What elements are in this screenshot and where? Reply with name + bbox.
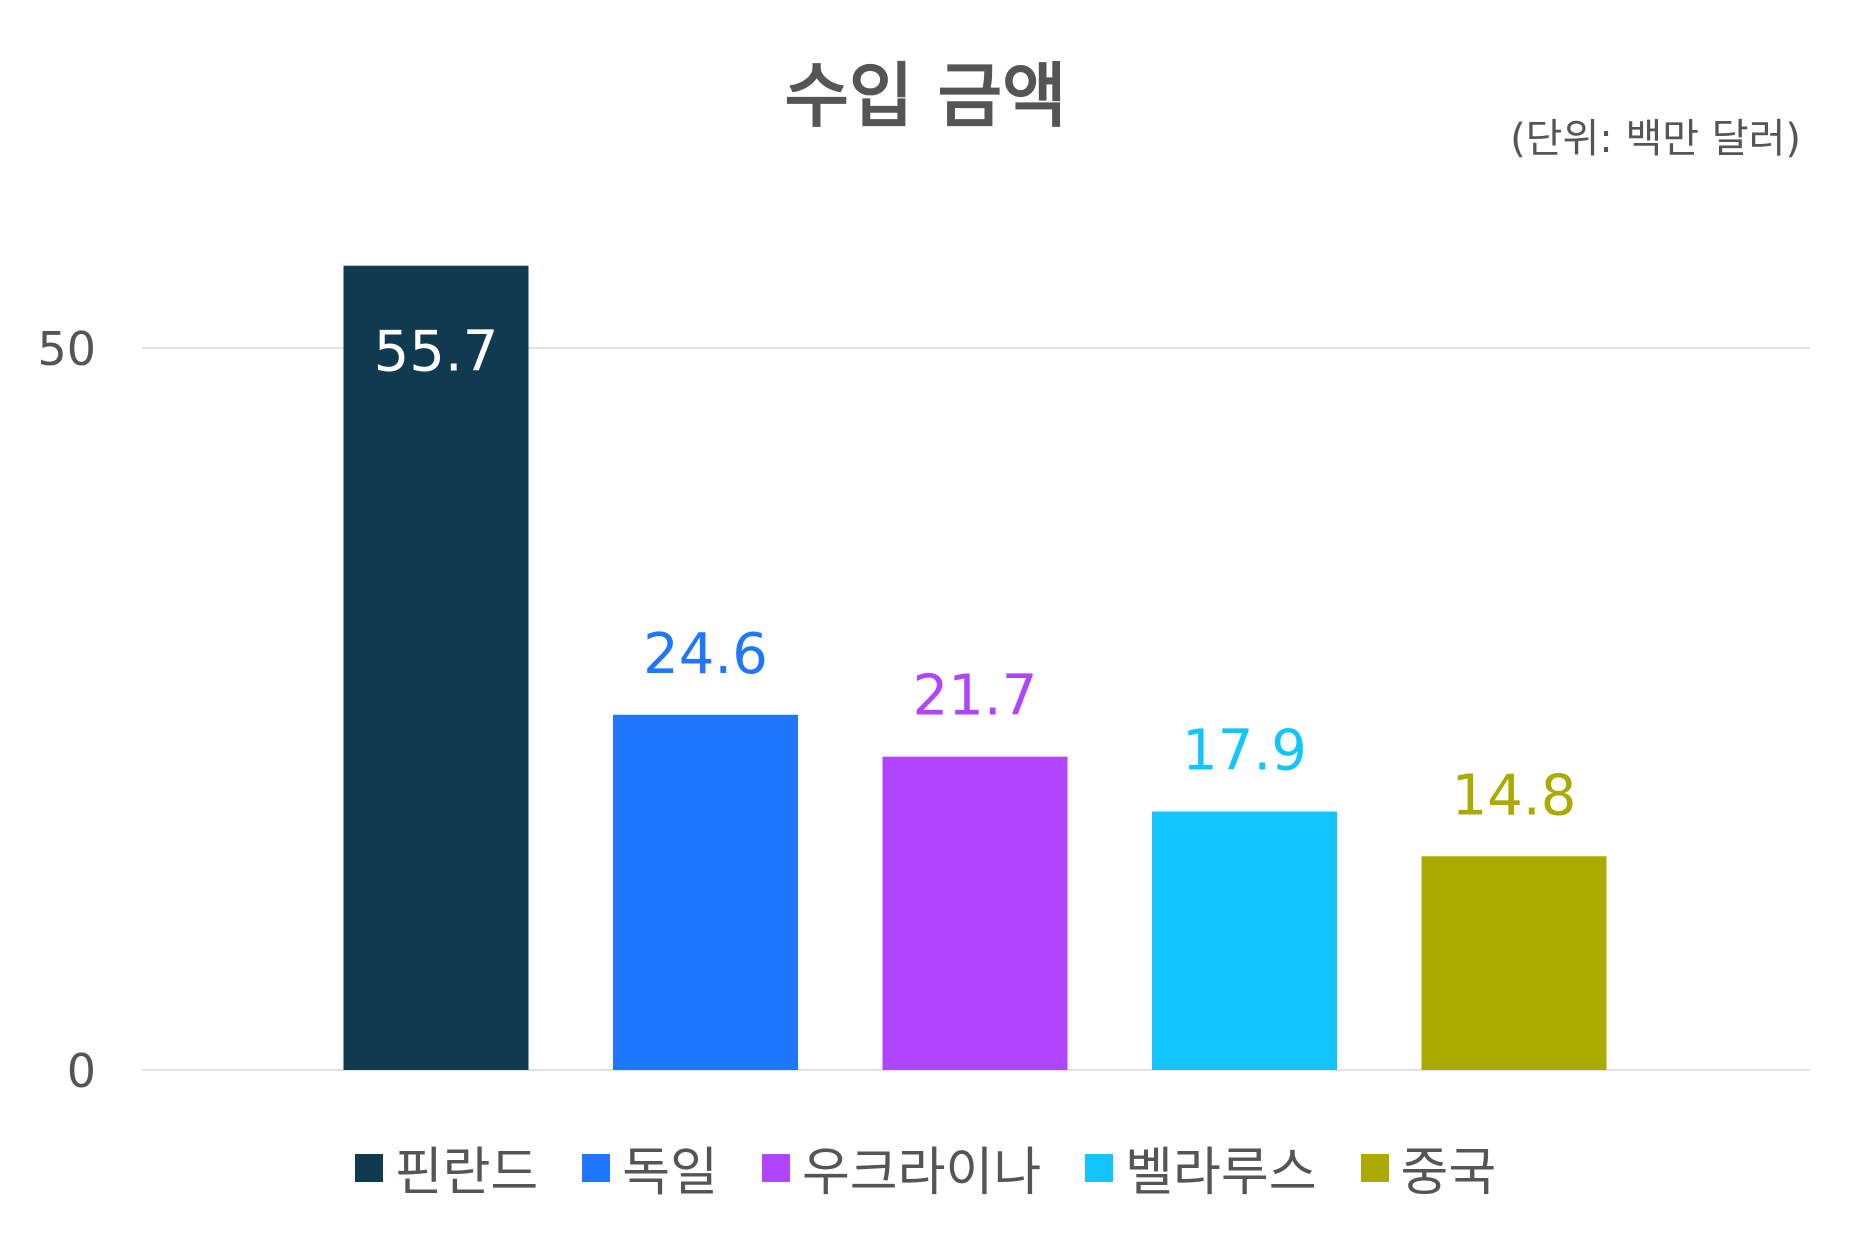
legend-label: 독일	[622, 1143, 718, 1203]
y-tick-label: 50	[37, 322, 96, 376]
legend-swatch	[582, 1153, 611, 1182]
data-label-4: 14.8	[1452, 763, 1577, 828]
legend-swatch	[1085, 1153, 1114, 1182]
legend-item: 핀란드	[354, 1130, 539, 1205]
legend-item: 우크라이나	[761, 1130, 1042, 1205]
legend-label: 벨라루스	[1125, 1143, 1317, 1203]
legend-swatch	[761, 1153, 790, 1182]
bar-0	[343, 265, 529, 1070]
bar-2	[882, 756, 1068, 1070]
bar-1	[613, 714, 798, 1070]
legend-swatch	[1360, 1153, 1389, 1182]
data-label-3: 17.9	[1182, 719, 1307, 784]
legend-label: 중국	[1400, 1143, 1497, 1203]
data-label-2: 21.7	[913, 664, 1038, 729]
bar-4	[1421, 856, 1607, 1070]
chart-unit-label: (단위: 백만 달러)	[1510, 116, 1801, 162]
bar-3	[1152, 811, 1337, 1070]
legend-label: 우크라이나	[801, 1143, 1042, 1203]
legend-item: 벨라루스	[1085, 1130, 1317, 1205]
data-label-1: 24.6	[643, 622, 768, 687]
legend-label: 핀란드	[394, 1143, 539, 1203]
legend-swatch	[354, 1153, 383, 1182]
chart-title: 수입 금액	[784, 55, 1067, 137]
legend-item: 독일	[582, 1130, 718, 1205]
legend-item: 중국	[1360, 1130, 1497, 1205]
y-tick-label: 0	[67, 1044, 96, 1098]
data-label-0: 55.7	[374, 320, 499, 385]
legend: 핀란드 독일 우크라이나 벨라루스 중국	[0, 1130, 1851, 1205]
